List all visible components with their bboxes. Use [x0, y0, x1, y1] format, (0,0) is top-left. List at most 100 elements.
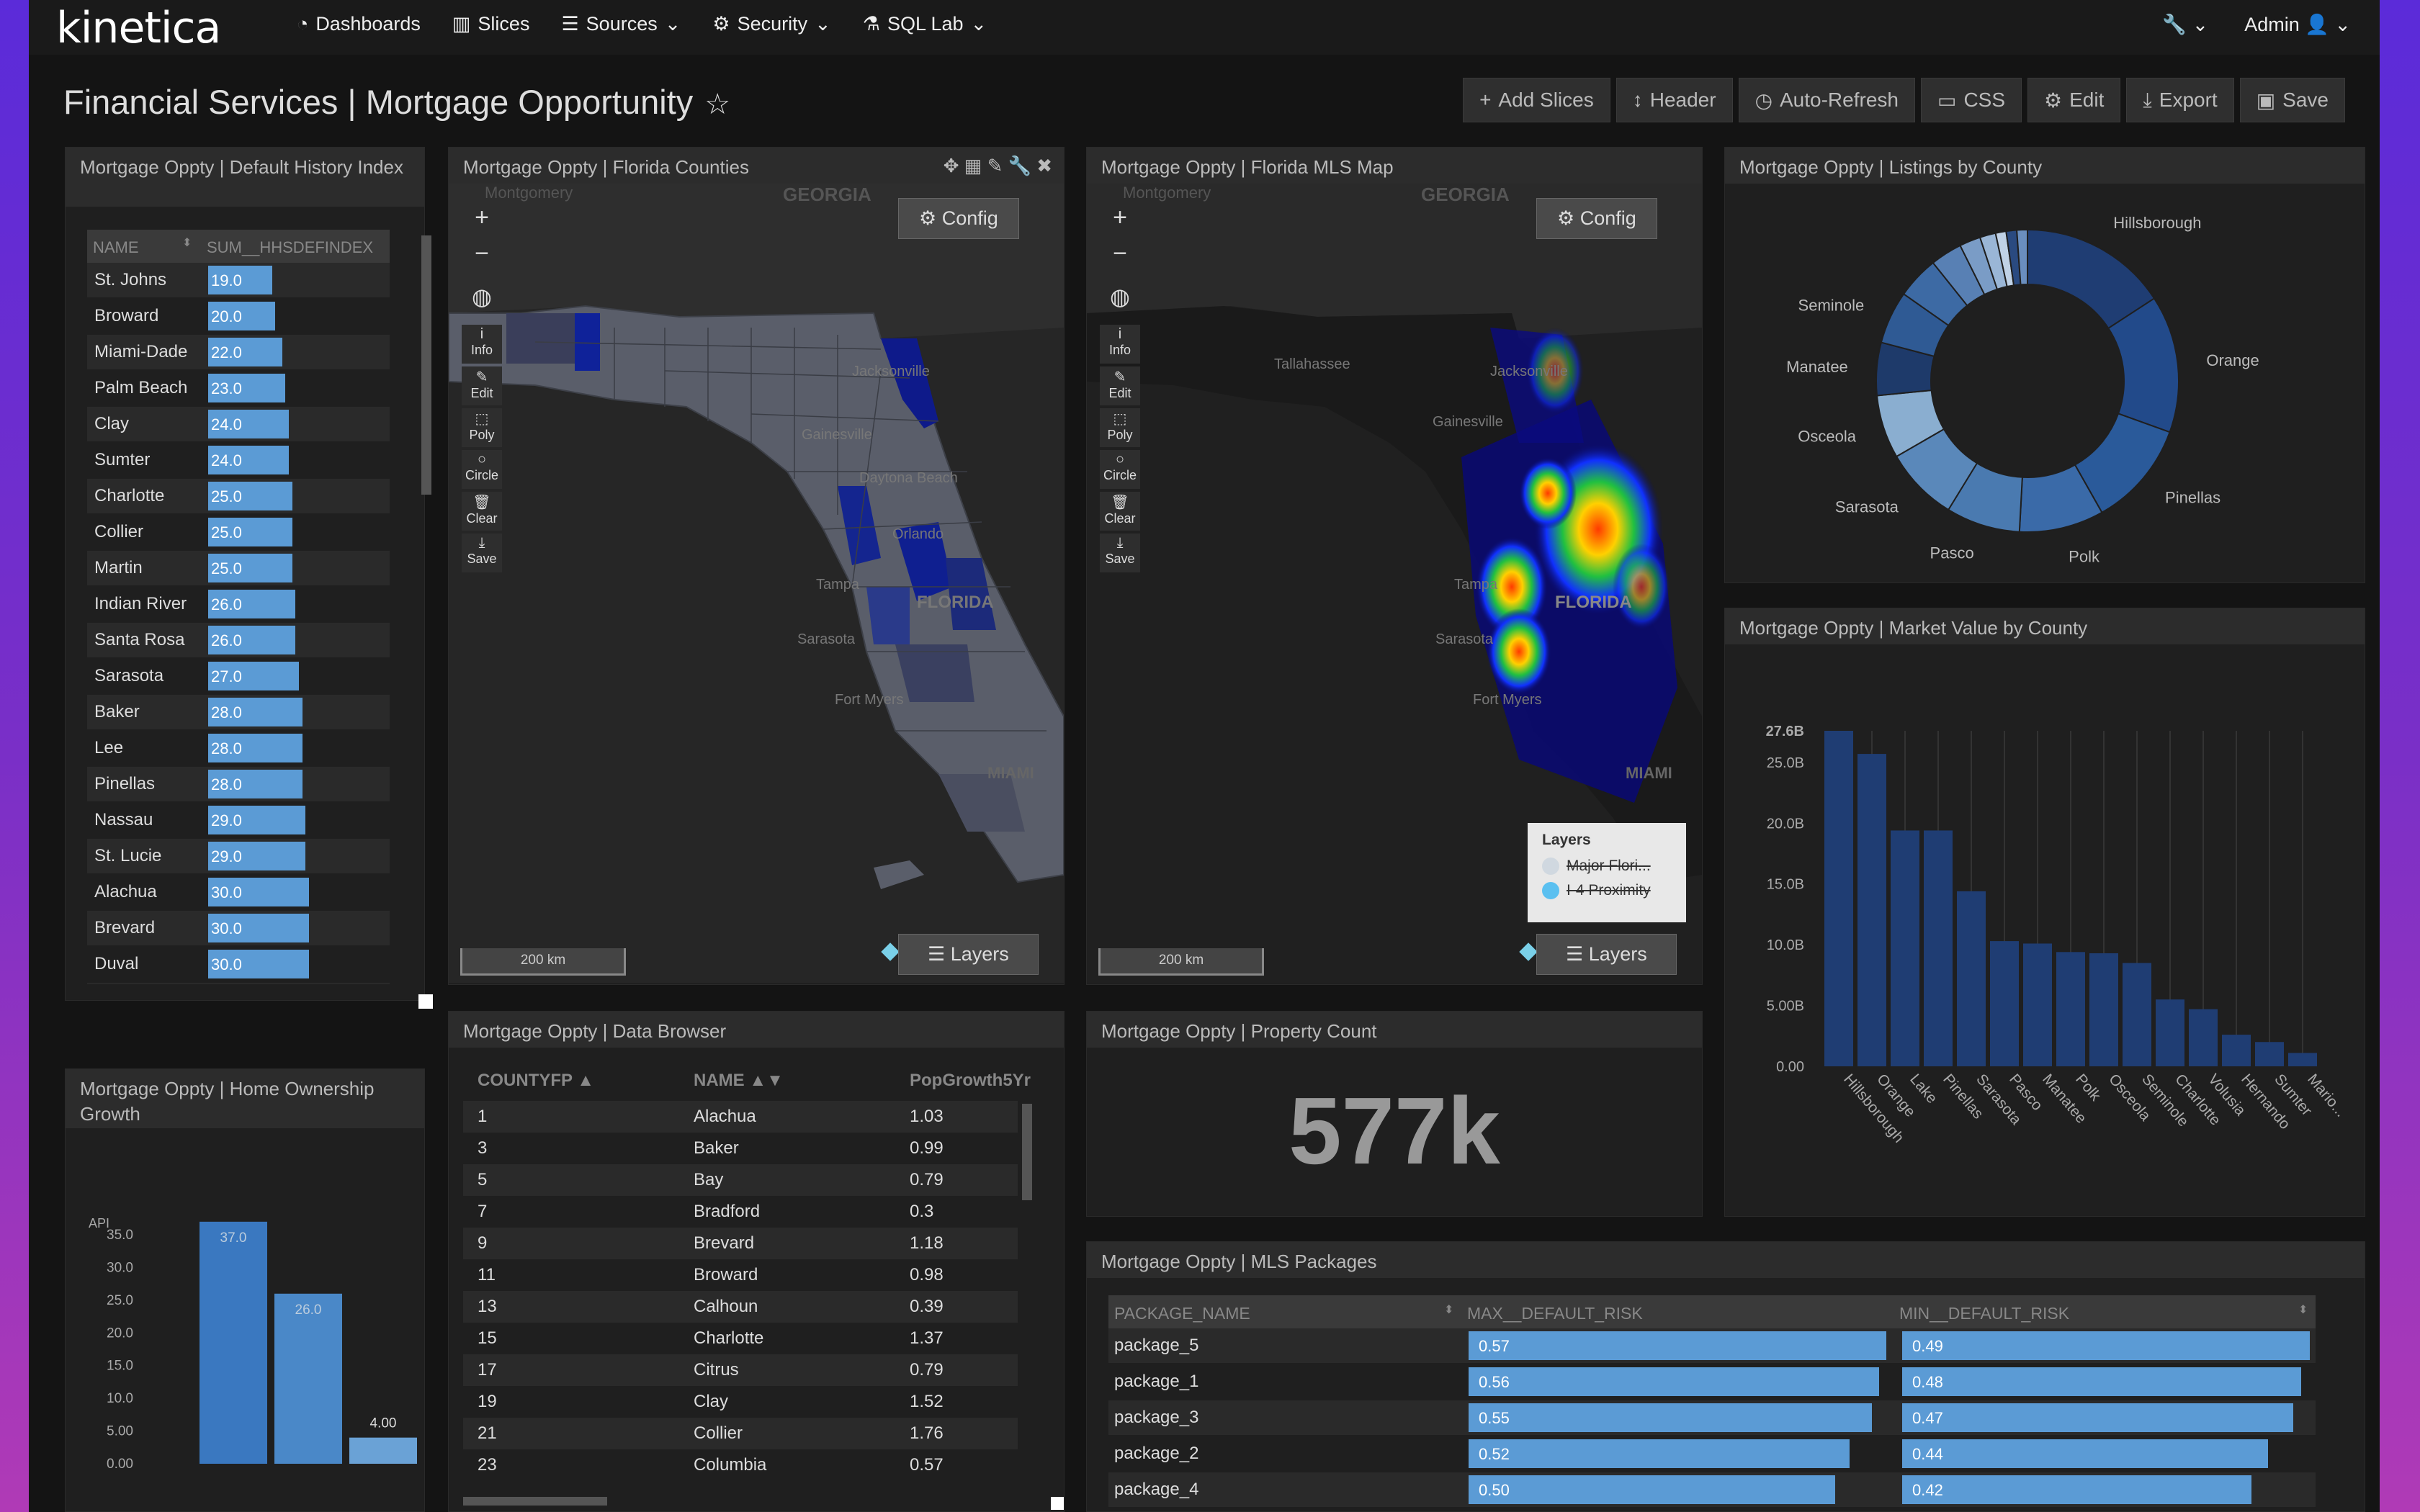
map-tool-save[interactable]: ⤓ Save	[1100, 534, 1140, 572]
map-tool-poly[interactable]: ⬚ Poly	[1100, 408, 1140, 447]
pie-slice[interactable]	[2016, 228, 2028, 286]
nav-dashboards[interactable]: ◔ Dashboards	[297, 13, 421, 35]
bar[interactable]	[2156, 999, 2184, 1066]
table-row[interactable]: Manatee30.0	[87, 983, 390, 984]
bar[interactable]	[1957, 891, 1986, 1066]
bar[interactable]	[2222, 1035, 2251, 1066]
map-tool-clear[interactable]: 🗑 Clear	[462, 492, 502, 531]
bar[interactable]	[2089, 953, 2118, 1066]
edit-button[interactable]: ⚙ Edit	[2027, 78, 2121, 122]
table-row[interactable]: 7 Bradford 0.3	[463, 1196, 1018, 1228]
bar[interactable]	[274, 1293, 342, 1464]
table-row[interactable]: St. Lucie 29.0	[87, 839, 390, 873]
config-button[interactable]: ⚙ Config	[898, 198, 1019, 239]
settings-menu[interactable]: 🔧 ⌄	[2162, 13, 2208, 36]
bar[interactable]	[1857, 754, 1886, 1066]
header-button[interactable]: ↕ Header	[1615, 78, 1733, 122]
map-tool-circle[interactable]: ○ Circle	[462, 450, 502, 489]
table-row[interactable]: Sumter 24.0	[87, 443, 390, 477]
table-row[interactable]: Pinellas 28.0	[87, 767, 390, 801]
bar[interactable]	[349, 1437, 417, 1464]
table-row[interactable]: 17 Citrus 0.79	[463, 1354, 1018, 1386]
globe-icon[interactable]: ◍	[472, 284, 492, 310]
table-row[interactable]: 15 Charlotte 1.37	[463, 1323, 1018, 1354]
config-button[interactable]: ⚙ Config	[1536, 198, 1657, 239]
bar[interactable]	[1891, 830, 1919, 1066]
zoom-out-button[interactable]: −	[1113, 240, 1127, 267]
map-tool-clear[interactable]: 🗑 Clear	[1100, 492, 1140, 531]
resize-handle[interactable]	[418, 994, 433, 1009]
table-row[interactable]: Alachua 30.0	[87, 875, 390, 909]
horizontal-scrollbar[interactable]	[463, 1497, 607, 1506]
table-row[interactable]: Palm Beach 23.0	[87, 371, 390, 405]
add-slices-button[interactable]: + Add Slices	[1463, 78, 1610, 122]
save-button[interactable]: ▣ Save	[2239, 78, 2345, 122]
scrollbar[interactable]	[421, 235, 431, 495]
bar[interactable]	[1824, 731, 1853, 1066]
layers-button[interactable]: ☰ Layers	[1536, 934, 1677, 975]
sort-icon[interactable]: ⬍	[2298, 1304, 2308, 1316]
map-tool-edit[interactable]: ✎ Edit	[1100, 366, 1140, 405]
table-row[interactable]: package_1 0.56 0.48	[1108, 1364, 2316, 1399]
sort-icon[interactable]: ⬍	[1444, 1304, 1454, 1316]
bar[interactable]	[2189, 1009, 2218, 1066]
column-header-max-risk[interactable]: MAX__DEFAULT_RISK	[1467, 1304, 1643, 1323]
bar[interactable]	[200, 1221, 267, 1464]
move-icon[interactable]: ✥	[943, 155, 959, 176]
bar[interactable]	[2123, 963, 2151, 1066]
star-icon[interactable]: ☆	[704, 89, 731, 120]
table-row[interactable]: Miami-Dade 22.0	[87, 335, 390, 369]
table-icon[interactable]: ▦	[964, 155, 982, 176]
table-row[interactable]: Santa Rosa 26.0	[87, 623, 390, 657]
table-row[interactable]: 5 Bay 0.79	[463, 1164, 1018, 1196]
nav-security[interactable]: ⚙ Security ⌄	[712, 13, 830, 35]
table-row[interactable]: 9 Brevard 1.18	[463, 1228, 1018, 1259]
scrollbar[interactable]	[1022, 1104, 1032, 1200]
table-row[interactable]: Charlotte 25.0	[87, 479, 390, 513]
map-tool-poly[interactable]: ⬚ Poly	[462, 408, 502, 447]
table-row[interactable]: Indian River 26.0	[87, 587, 390, 621]
table-row[interactable]: Martin 25.0	[87, 551, 390, 585]
table-row[interactable]: 13 Calhoun 0.39	[463, 1291, 1018, 1323]
map-tool-info[interactable]: i Info	[462, 325, 502, 364]
zoom-out-button[interactable]: −	[475, 240, 489, 267]
wrench-icon[interactable]: 🔧	[1008, 155, 1031, 176]
legend-item-major-florida[interactable]: Major Flori...	[1542, 858, 1672, 875]
table-row[interactable]: Clay 24.0	[87, 407, 390, 441]
bar[interactable]	[1990, 941, 2019, 1066]
table-row[interactable]: package_3 0.55 0.47	[1108, 1400, 2316, 1435]
column-header-countyfp[interactable]: COUNTYFP ▲	[478, 1071, 594, 1090]
bar[interactable]	[2056, 952, 2085, 1066]
layers-button[interactable]: ☰ Layers	[898, 934, 1039, 975]
bar[interactable]	[2255, 1042, 2284, 1066]
zoom-in-button[interactable]: +	[1113, 204, 1127, 231]
table-row[interactable]: 23 Columbia 0.57	[463, 1449, 1018, 1481]
table-row[interactable]: package_4 0.50 0.42	[1108, 1472, 2316, 1507]
nav-slices[interactable]: ▥ Slices	[452, 13, 530, 35]
auto-refresh-button[interactable]: ◷ Auto-Refresh	[1738, 78, 1915, 122]
zoom-in-button[interactable]: +	[475, 204, 489, 231]
mls-map[interactable]: Montgomery GEORGIA Tallahassee Jacksonvi…	[1087, 184, 1702, 983]
table-row[interactable]: Baker 28.0	[87, 695, 390, 729]
resize-handle[interactable]	[1051, 1497, 1064, 1510]
table-row[interactable]: package_2 0.52 0.44	[1108, 1436, 2316, 1471]
column-header-name[interactable]: NAME	[93, 238, 139, 256]
bar[interactable]	[1924, 830, 1953, 1066]
column-header-min-risk[interactable]: MIN__DEFAULT_RISK	[1899, 1304, 2070, 1323]
export-button[interactable]: ⤓ Export	[2126, 78, 2234, 122]
nav-sources[interactable]: ☰ Sources ⌄	[561, 13, 681, 35]
column-header-package-name[interactable]: PACKAGE_NAME	[1114, 1304, 1250, 1323]
table-row[interactable]: 21 Collier 1.76	[463, 1418, 1018, 1449]
css-button[interactable]: ▭ CSS	[1920, 78, 2022, 122]
map-tool-save[interactable]: ⤓ Save	[462, 534, 502, 572]
table-row[interactable]: 11 Broward 0.98	[463, 1259, 1018, 1291]
column-header-popgrowth[interactable]: PopGrowth5Yr	[910, 1071, 1031, 1090]
table-row[interactable]: Collier 25.0	[87, 515, 390, 549]
map-tool-info[interactable]: i Info	[1100, 325, 1140, 364]
table-row[interactable]: 1 Alachua 1.03	[463, 1101, 1018, 1133]
table-row[interactable]: Nassau 29.0	[87, 803, 390, 837]
pencil-icon[interactable]: ✎	[987, 155, 1003, 176]
bar[interactable]	[2023, 943, 2052, 1066]
sort-icon[interactable]: ⬍	[182, 237, 192, 249]
bar[interactable]	[2288, 1053, 2317, 1066]
